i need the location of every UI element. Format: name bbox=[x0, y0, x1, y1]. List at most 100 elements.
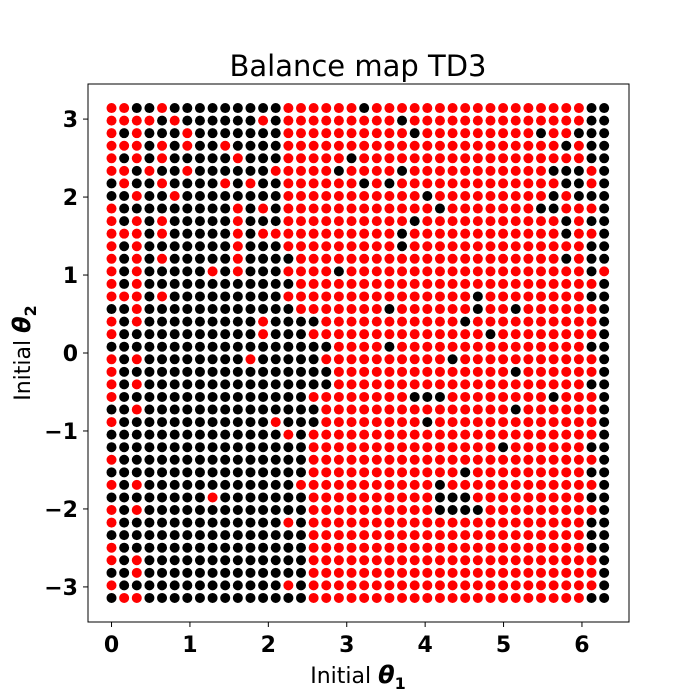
point-not-balanced bbox=[472, 454, 483, 465]
point-balanced bbox=[258, 467, 269, 478]
point-not-balanced bbox=[472, 278, 483, 289]
point-not-balanced bbox=[321, 203, 332, 214]
point-not-balanced bbox=[472, 140, 483, 151]
point-balanced bbox=[599, 555, 610, 566]
point-balanced bbox=[157, 391, 168, 402]
point-not-balanced bbox=[447, 567, 458, 578]
point-not-balanced bbox=[397, 517, 408, 528]
point-balanced bbox=[157, 165, 168, 176]
point-not-balanced bbox=[498, 592, 509, 603]
point-balanced bbox=[283, 454, 294, 465]
point-balanced bbox=[586, 153, 597, 164]
point-not-balanced bbox=[548, 291, 559, 302]
point-not-balanced bbox=[485, 253, 496, 264]
point-balanced bbox=[270, 580, 281, 591]
point-not-balanced bbox=[346, 530, 357, 541]
point-not-balanced bbox=[106, 505, 117, 516]
point-balanced bbox=[232, 404, 243, 415]
point-not-balanced bbox=[485, 505, 496, 516]
point-not-balanced bbox=[321, 391, 332, 402]
point-not-balanced bbox=[510, 115, 521, 126]
point-not-balanced bbox=[472, 542, 483, 553]
point-balanced bbox=[194, 103, 205, 114]
point-not-balanced bbox=[523, 592, 534, 603]
point-not-balanced bbox=[359, 341, 370, 352]
point-balanced bbox=[296, 505, 306, 516]
point-balanced bbox=[194, 454, 205, 465]
point-not-balanced bbox=[548, 278, 559, 289]
point-balanced bbox=[157, 467, 168, 478]
point-balanced bbox=[245, 266, 256, 277]
point-balanced bbox=[182, 291, 193, 302]
point-not-balanced bbox=[371, 291, 382, 302]
point-not-balanced bbox=[460, 103, 471, 114]
point-not-balanced bbox=[573, 241, 584, 252]
point-not-balanced bbox=[333, 442, 344, 453]
point-not-balanced bbox=[359, 165, 370, 176]
point-not-balanced bbox=[308, 555, 319, 566]
point-balanced bbox=[119, 354, 130, 365]
point-balanced bbox=[157, 128, 168, 139]
point-not-balanced bbox=[346, 190, 357, 201]
point-not-balanced bbox=[573, 442, 584, 453]
point-balanced bbox=[270, 592, 281, 603]
point-not-balanced bbox=[409, 467, 420, 478]
point-balanced bbox=[144, 467, 155, 478]
point-balanced bbox=[599, 391, 610, 402]
x-axis-label: Initial θ1 bbox=[310, 661, 406, 693]
point-balanced bbox=[283, 467, 294, 478]
point-not-balanced bbox=[308, 291, 319, 302]
point-balanced bbox=[258, 178, 269, 189]
point-balanced bbox=[169, 128, 180, 139]
point-balanced bbox=[245, 530, 256, 541]
point-balanced bbox=[586, 517, 597, 528]
point-not-balanced bbox=[498, 228, 509, 239]
point-balanced bbox=[245, 128, 256, 139]
point-not-balanced bbox=[346, 228, 357, 239]
point-not-balanced bbox=[573, 379, 584, 390]
point-not-balanced bbox=[434, 241, 445, 252]
point-not-balanced bbox=[586, 329, 597, 340]
point-not-balanced bbox=[561, 391, 572, 402]
point-balanced bbox=[144, 505, 155, 516]
point-not-balanced bbox=[498, 555, 509, 566]
point-balanced bbox=[561, 216, 572, 227]
point-not-balanced bbox=[447, 228, 458, 239]
point-balanced bbox=[245, 592, 256, 603]
point-balanced bbox=[245, 115, 256, 126]
point-not-balanced bbox=[371, 542, 382, 553]
point-not-balanced bbox=[384, 442, 395, 453]
point-not-balanced bbox=[308, 542, 319, 553]
point-not-balanced bbox=[131, 479, 142, 490]
point-balanced bbox=[157, 505, 168, 516]
point-not-balanced bbox=[485, 467, 496, 478]
point-not-balanced bbox=[485, 517, 496, 528]
point-not-balanced bbox=[447, 479, 458, 490]
point-not-balanced bbox=[371, 228, 382, 239]
point-not-balanced bbox=[460, 153, 471, 164]
x-tick-label: 3 bbox=[339, 633, 354, 658]
point-balanced bbox=[131, 542, 142, 553]
point-not-balanced bbox=[333, 379, 344, 390]
point-balanced bbox=[194, 128, 205, 139]
point-balanced bbox=[182, 517, 193, 528]
point-not-balanced bbox=[422, 341, 433, 352]
point-not-balanced bbox=[409, 542, 420, 553]
point-balanced bbox=[220, 505, 231, 516]
point-not-balanced bbox=[422, 103, 433, 114]
point-not-balanced bbox=[510, 178, 521, 189]
point-not-balanced bbox=[106, 228, 117, 239]
point-balanced bbox=[258, 253, 269, 264]
point-not-balanced bbox=[384, 228, 395, 239]
point-balanced bbox=[599, 228, 610, 239]
point-not-balanced bbox=[371, 454, 382, 465]
point-balanced bbox=[169, 165, 180, 176]
point-balanced bbox=[131, 165, 142, 176]
point-balanced bbox=[270, 542, 281, 553]
point-not-balanced bbox=[384, 354, 395, 365]
point-not-balanced bbox=[548, 304, 559, 315]
point-not-balanced bbox=[573, 304, 584, 315]
point-not-balanced bbox=[548, 454, 559, 465]
point-balanced bbox=[220, 492, 231, 503]
point-not-balanced bbox=[308, 278, 319, 289]
